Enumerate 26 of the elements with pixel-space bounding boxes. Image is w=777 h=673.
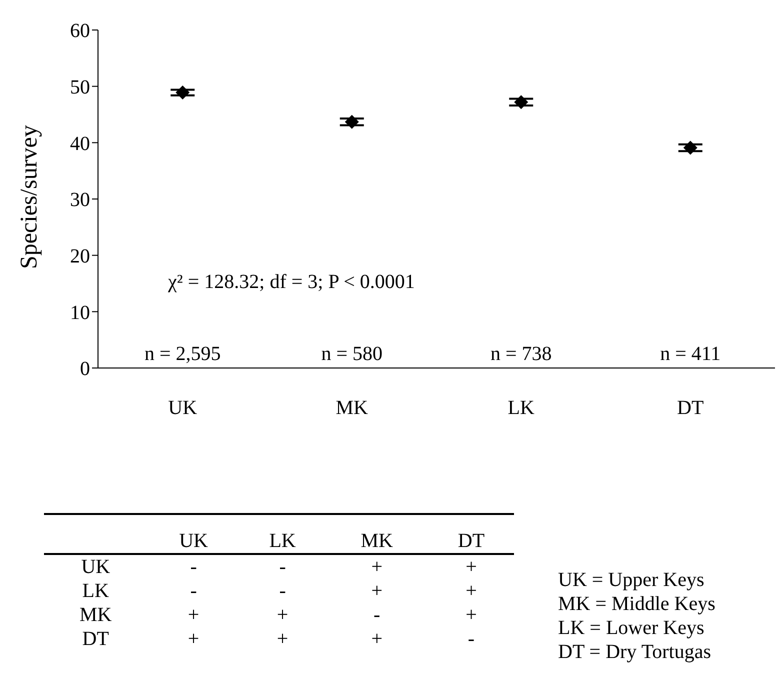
y-tick-label: 0 xyxy=(80,358,90,380)
x-tick-label: LK xyxy=(508,397,536,420)
text: MK = Middle Keys xyxy=(558,592,716,616)
y-tick-label: 60 xyxy=(70,20,90,42)
x-tick-label: MK xyxy=(336,397,369,420)
annotation: n = 2,595 xyxy=(143,342,222,366)
annotation: χ² = 128.32; df = 3; P < 0.0001 xyxy=(168,271,415,294)
annotation: n = 411 xyxy=(659,342,722,366)
point xyxy=(344,114,359,129)
y-tick-label: 20 xyxy=(70,245,90,268)
point xyxy=(683,140,698,155)
annotation: n = 580 xyxy=(320,342,384,366)
point xyxy=(514,95,528,110)
y-tick-label: 50 xyxy=(70,76,90,98)
y-tick-label: 10 xyxy=(70,302,90,324)
x-tick-label: DT xyxy=(677,397,704,420)
x-tick-label: UK xyxy=(168,397,198,420)
y-tick-label: 40 xyxy=(70,132,90,155)
text: UK = Upper Keys xyxy=(558,568,706,592)
annotation: n = 738 xyxy=(489,342,553,366)
text: DT = Dry Tortugas xyxy=(558,640,712,664)
y-axis-title: Species/survey xyxy=(16,125,43,269)
text: LK = Lower Keys xyxy=(558,616,706,640)
point xyxy=(176,86,190,100)
y-tick-label: 30 xyxy=(70,189,90,212)
comparison-table: UK LK MK DT UK - - + + LK - - + + MK + + - + DT + + + - xyxy=(44,513,514,651)
